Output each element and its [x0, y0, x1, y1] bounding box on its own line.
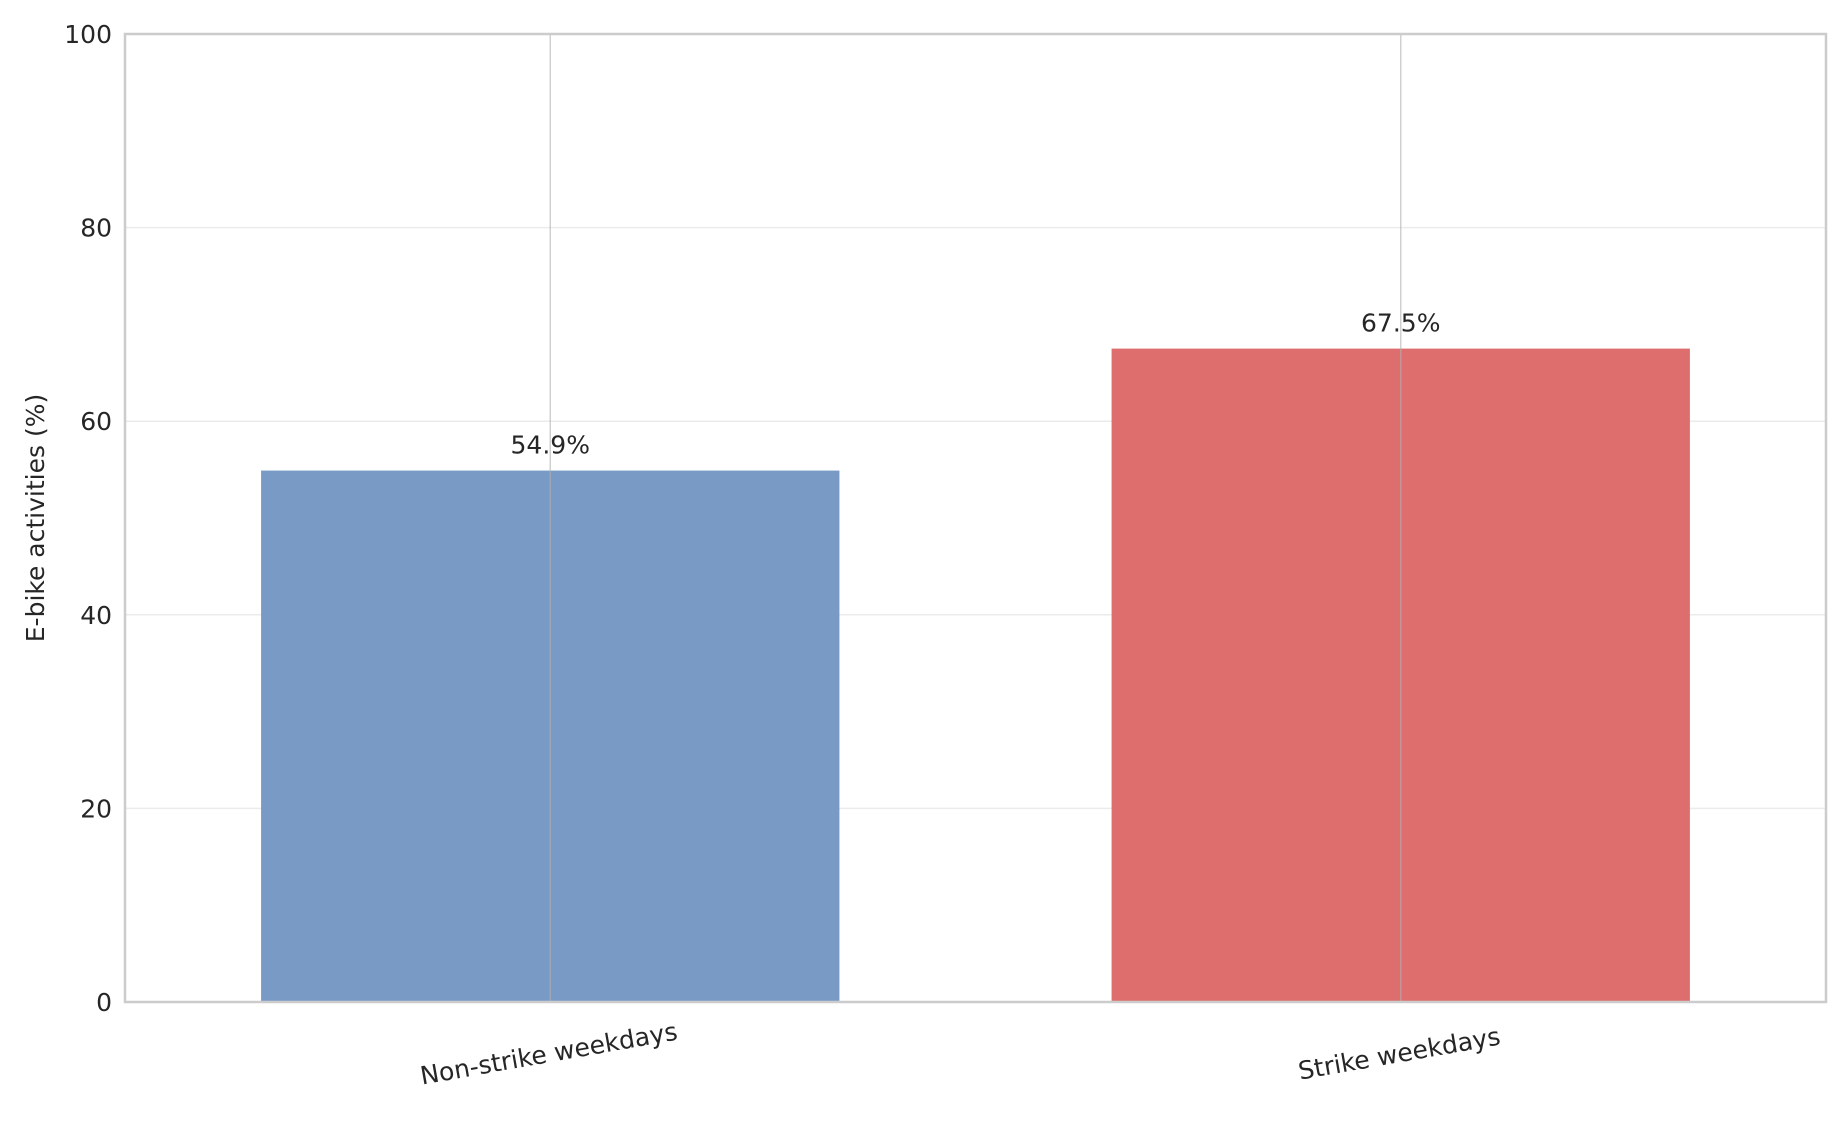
vertical-grid-lines	[549, 34, 1402, 1002]
y-tick-labels: 0 20 40 60 80 100	[64, 20, 112, 1017]
x-tick-label: Non-strike weekdays	[418, 1017, 680, 1091]
y-axis-title: E-bike activities (%)	[21, 394, 50, 642]
bars	[261, 348, 1690, 1003]
y-tick-label: 100	[64, 20, 112, 49]
plot-frame	[123, 32, 1828, 1004]
bar-data-label: 54.9%	[511, 431, 590, 460]
y-tick-label: 0	[96, 988, 112, 1017]
y-tick-label: 40	[80, 601, 112, 630]
y-tick-label: 20	[80, 794, 112, 823]
bar-data-label: 67.5%	[1361, 309, 1440, 338]
y-tick-label: 60	[80, 407, 112, 436]
y-tick-label: 80	[80, 214, 112, 243]
x-tick-label: Strike weekdays	[1296, 1022, 1502, 1086]
bar-data-labels: 54.9% 67.5%	[511, 309, 1441, 460]
x-tick-labels: Non-strike weekdays Strike weekdays	[418, 1017, 1503, 1091]
